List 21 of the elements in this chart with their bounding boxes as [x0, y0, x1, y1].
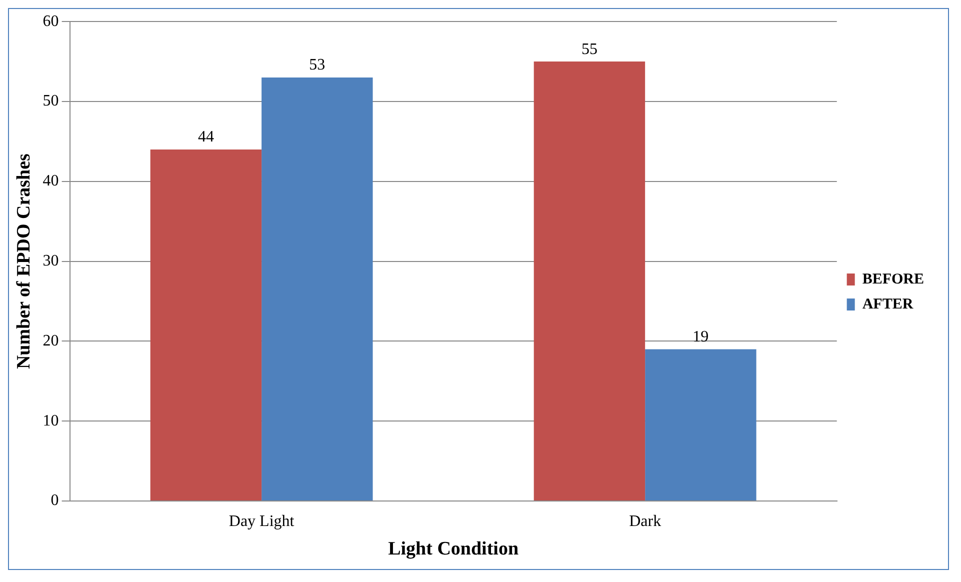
bar	[534, 62, 646, 500]
data-label: 55	[581, 40, 598, 58]
y-tick-label: 50	[42, 92, 59, 110]
y-tick-label: 60	[42, 12, 59, 30]
y-axis-title: Number of EPDO Crashes	[13, 154, 34, 370]
legend-label: AFTER	[862, 296, 914, 312]
x-tick-label: Day Light	[228, 512, 295, 530]
y-tick-label: 0	[50, 492, 59, 510]
x-tick-label: Dark	[629, 512, 662, 530]
bar	[645, 349, 756, 500]
data-label: 53	[309, 56, 326, 74]
data-label: 44	[198, 128, 214, 146]
bar	[262, 78, 373, 500]
bar	[150, 149, 262, 500]
y-tick-label: 40	[42, 172, 59, 190]
y-tick-label: 30	[42, 252, 59, 270]
y-tick-label: 20	[42, 332, 59, 350]
y-tick-label: 10	[42, 412, 59, 430]
data-label: 19	[692, 328, 709, 346]
x-axis-title: Light Condition	[388, 538, 519, 560]
legend-label: BEFORE	[862, 271, 924, 288]
